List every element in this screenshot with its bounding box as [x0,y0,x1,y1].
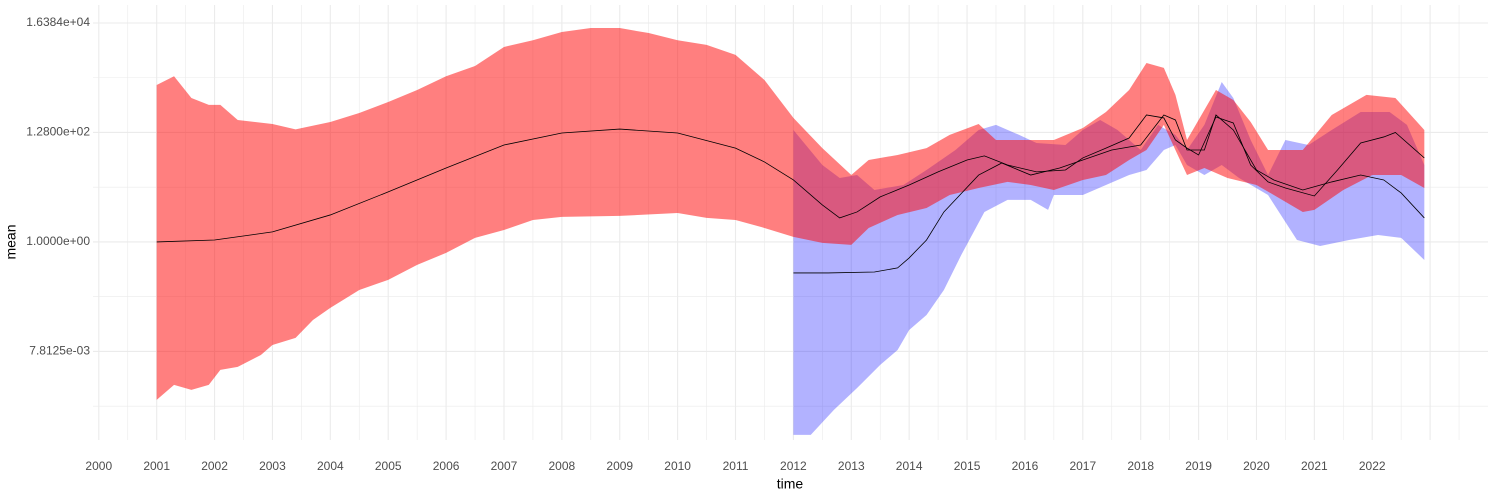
y-tick-label: 1.6384e+04 [26,15,90,29]
x-tick-label: 2009 [606,459,633,473]
x-tick-label: 2007 [491,459,518,473]
x-tick-label: 2020 [1243,459,1270,473]
layer: 7.8125e-03 1.0000e+00 1.2800e+02 1.6384e+04… [26,15,1386,473]
x-tick-label: 2002 [201,459,228,473]
ribbon [156,28,1425,400]
y-axis-title: mean [3,224,19,259]
x-tick-label: 2005 [375,459,402,473]
x-tick-label: 2008 [549,459,576,473]
x-tick-label: 2010 [664,459,691,473]
x-tick-label: 2001 [143,459,170,473]
x-tick-label: 2003 [259,459,286,473]
y-tick-label: 1.2800e+02 [26,125,90,139]
x-tick-label: 2014 [896,459,923,473]
x-tick-label: 2000 [85,459,112,473]
y-tick-label: 1.0000e+00 [26,234,90,248]
x-tick-label: 2015 [954,459,981,473]
x-axis-title: time [777,476,804,492]
x-tick-label: 2019 [1185,459,1212,473]
x-tick-label: 2016 [1012,459,1039,473]
x-tick-label: 2013 [838,459,865,473]
layer [156,28,1425,435]
x-tick-label: 2018 [1127,459,1154,473]
x-tick-label: 2011 [723,459,749,473]
x-tick-label: 2012 [780,459,807,473]
x-tick-label: 2006 [433,459,460,473]
x-tick-label: 2017 [1069,459,1096,473]
x-tick-label: 2021 [1301,459,1328,473]
y-tick-label: 7.8125e-03 [29,344,90,358]
mean-line [793,114,1425,274]
x-tick-label: 2022 [1359,459,1386,473]
x-tick-label: 2004 [317,459,344,473]
